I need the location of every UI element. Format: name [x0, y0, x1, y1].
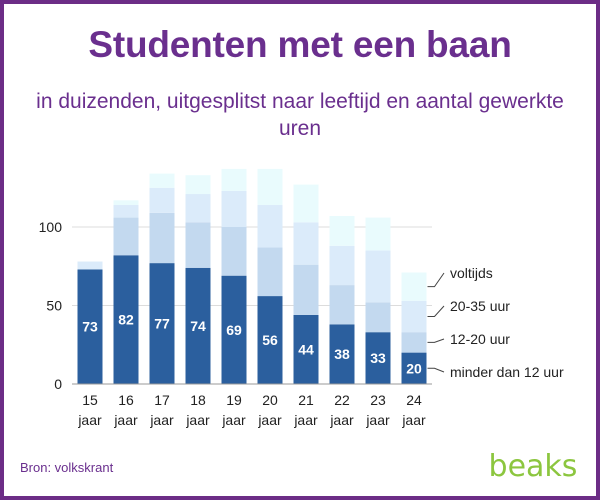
bar-segment — [185, 267, 211, 384]
x-tick-sublabel: jaar — [401, 412, 426, 428]
legend-leader-line — [427, 272, 445, 288]
y-tick-label: 0 — [54, 376, 62, 392]
bar-segment — [77, 261, 103, 270]
data-label: 20 — [406, 360, 422, 376]
data-label: 74 — [190, 318, 206, 334]
bar-segment — [221, 227, 247, 276]
data-label: 73 — [82, 319, 98, 335]
legend-label: 12-20 uur — [450, 331, 510, 347]
bar-segment — [293, 314, 319, 384]
bar-segment — [221, 168, 247, 191]
bar-segment — [149, 263, 175, 384]
data-label: 82 — [118, 312, 134, 328]
bar-segment — [113, 200, 139, 206]
bar-segment — [185, 194, 211, 223]
logo-wordmark: beaks — [489, 449, 578, 483]
bar-segment — [401, 332, 427, 353]
bar-segment — [149, 212, 175, 264]
y-tick-label: 100 — [39, 219, 63, 235]
x-tick-label: 18 — [190, 392, 206, 408]
legend-label: minder dan 12 uur — [450, 364, 564, 380]
source-note: Bron: volkskrant — [20, 460, 114, 475]
legend-leader-line — [427, 367, 445, 373]
bar-segment — [185, 222, 211, 268]
bar-segment — [401, 272, 427, 301]
data-label: 38 — [334, 346, 350, 362]
bar-segment — [329, 216, 355, 246]
bar-segment — [293, 222, 319, 265]
legend-leader-line — [427, 305, 445, 317]
bar-segment — [257, 296, 283, 384]
x-tick-label: 17 — [154, 392, 170, 408]
bar-segment — [185, 175, 211, 195]
bar-segment — [401, 300, 427, 333]
bar-segment — [365, 250, 391, 303]
bar-segment — [113, 255, 139, 384]
x-tick-sublabel: jaar — [185, 412, 210, 428]
x-tick-label: 22 — [334, 392, 350, 408]
legend-label: 20-35 uur — [450, 298, 510, 314]
bar-segment — [149, 187, 175, 213]
x-tick-label: 23 — [370, 392, 386, 408]
x-tick-label: 16 — [118, 392, 134, 408]
data-label: 33 — [370, 350, 386, 366]
bar-segment — [365, 302, 391, 333]
bar-segment — [113, 217, 139, 256]
x-tick-sublabel: jaar — [257, 412, 282, 428]
bar-segment — [329, 324, 355, 384]
bar-segment — [293, 264, 319, 315]
x-tick-label: 24 — [406, 392, 422, 408]
bar-segment — [329, 285, 355, 325]
bar-segment — [257, 247, 283, 297]
bar-segment — [149, 173, 175, 188]
chart-subtitle: in duizenden, uitgesplitst naar leeftijd… — [36, 90, 564, 140]
bar-segment — [293, 184, 319, 223]
x-tick-sublabel: jaar — [365, 412, 390, 428]
bar-segment — [329, 245, 355, 286]
x-tick-label: 21 — [298, 392, 314, 408]
bar-segment — [221, 275, 247, 384]
x-tick-label: 15 — [82, 392, 98, 408]
data-label: 69 — [226, 322, 242, 338]
x-tick-sublabel: jaar — [149, 412, 174, 428]
bar-segment — [365, 332, 391, 384]
bar-segment — [113, 205, 139, 218]
data-label: 44 — [298, 341, 314, 357]
bar-segment — [257, 205, 283, 248]
bar-segment — [365, 217, 391, 251]
x-tick-sublabel: jaar — [221, 412, 246, 428]
x-tick-label: 19 — [226, 392, 242, 408]
y-tick-label: 50 — [46, 298, 62, 314]
bar-segment — [401, 352, 427, 384]
chart-title: Studenten met een baan — [88, 24, 512, 65]
data-label: 56 — [262, 332, 278, 348]
bar-segment — [77, 269, 103, 384]
legend-leader-line — [427, 338, 445, 343]
beaks-logo-icon: beaks — [489, 449, 578, 483]
bar-segment — [221, 190, 247, 227]
legend-label: voltijds — [450, 265, 493, 281]
x-tick-sublabel: jaar — [77, 412, 102, 428]
x-tick-sublabel: jaar — [329, 412, 354, 428]
data-label: 77 — [154, 316, 170, 332]
x-tick-label: 20 — [262, 392, 278, 408]
bar-segment — [257, 168, 283, 206]
x-tick-sublabel: jaar — [113, 412, 138, 428]
x-tick-sublabel: jaar — [293, 412, 318, 428]
